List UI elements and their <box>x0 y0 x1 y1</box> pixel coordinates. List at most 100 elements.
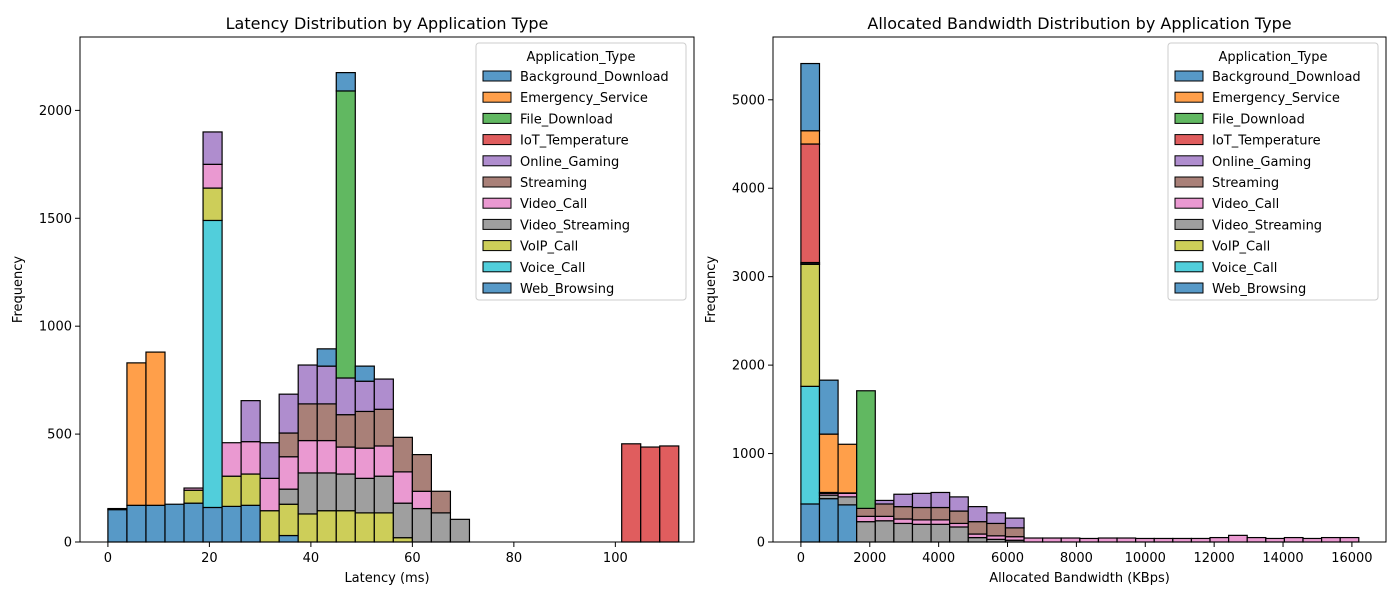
histogram-bar <box>297 439 318 474</box>
histogram-bar <box>259 442 280 479</box>
histogram-bar <box>240 504 261 543</box>
histogram-bar <box>1321 536 1341 543</box>
y-tick-label: 0 <box>64 536 72 551</box>
y-tick-label: 5000 <box>732 93 765 108</box>
histogram-bar <box>297 403 318 442</box>
legend-swatch <box>482 112 512 124</box>
histogram-bar <box>240 441 261 475</box>
histogram-bar <box>800 143 821 264</box>
axes-frame <box>772 36 1387 543</box>
histogram-bar <box>335 90 356 379</box>
legend-swatch <box>1174 176 1204 188</box>
histogram-bars <box>107 72 680 543</box>
histogram-bar <box>800 503 821 543</box>
histogram-bar <box>893 518 914 525</box>
histogram-bar <box>967 536 988 543</box>
x-tick-label: 8000 <box>1060 551 1093 566</box>
y-tick-label: 2000 <box>732 359 765 374</box>
x-tick-label: 14000 <box>1262 551 1303 566</box>
histogram-bar <box>930 506 951 521</box>
histogram-bars <box>800 62 1360 543</box>
histogram-bar <box>800 130 821 145</box>
histogram-bar <box>221 505 242 543</box>
x-tick-label: 16000 <box>1331 551 1372 566</box>
histogram-bar <box>392 502 413 539</box>
histogram-bar <box>373 408 394 447</box>
legend-label: Background_Download <box>1212 70 1361 85</box>
histogram-bar <box>316 348 337 367</box>
legend-swatch <box>482 240 512 252</box>
histogram-bar <box>967 521 988 535</box>
histogram-bar <box>911 519 932 525</box>
histogram-bar <box>1135 537 1155 543</box>
histogram-bar <box>893 522 914 543</box>
legend-label: Web_Browsing <box>1212 282 1306 297</box>
histogram-bar <box>1265 537 1286 543</box>
histogram-bar <box>373 378 394 410</box>
histogram-bar <box>1097 537 1118 543</box>
histogram-bar <box>930 523 951 543</box>
histogram-bar <box>1339 536 1360 543</box>
legend-label: VoIP_Call <box>520 240 578 255</box>
histogram-bar <box>837 496 858 506</box>
bandwidth-histogram-panel: Allocated Bandwidth Distribution by Appl… <box>704 14 1387 586</box>
legend-label: Online_Gaming <box>1212 155 1311 170</box>
x-axis-label: Latency (ms) <box>344 571 429 586</box>
histogram-bar <box>930 491 951 509</box>
histogram-bar <box>278 393 299 434</box>
histogram-bar <box>1190 537 1211 543</box>
histogram-bar <box>392 471 413 504</box>
histogram-bar <box>259 477 280 512</box>
histogram-bar <box>183 489 204 504</box>
histogram-bar <box>430 490 452 514</box>
histogram-bar <box>259 510 280 543</box>
histogram-bar <box>316 439 337 474</box>
legend-swatch <box>482 176 512 188</box>
legend-label: Emergency_Service <box>520 91 648 106</box>
histogram-bar <box>278 456 299 490</box>
y-tick-label: 1000 <box>39 320 72 335</box>
histogram-bar <box>1079 537 1100 543</box>
legend-label: IoT_Temperature <box>520 134 629 149</box>
y-tick-label: 0 <box>757 536 765 551</box>
histogram-bar <box>145 504 166 543</box>
legend-label: Streaming <box>1212 176 1279 191</box>
histogram-bar <box>107 509 128 543</box>
histogram-bar <box>856 521 876 543</box>
x-tick-label: 2000 <box>853 551 886 566</box>
legend-swatch <box>1174 91 1204 103</box>
histogram-bar <box>354 512 375 543</box>
histogram-bar <box>373 475 394 514</box>
histogram-bar <box>800 385 821 505</box>
histogram-bar <box>202 163 223 189</box>
histogram-bar <box>1153 537 1174 543</box>
histogram-bar <box>240 400 261 443</box>
histogram-bar <box>449 518 471 543</box>
legend-swatch <box>1174 261 1204 273</box>
histogram-bar <box>335 72 356 92</box>
chart-title: Allocated Bandwidth Distribution by Appl… <box>867 14 1291 33</box>
histogram-bar <box>1023 537 1044 543</box>
legend-title: Application_Type <box>1219 50 1328 65</box>
histogram-bar <box>354 410 375 449</box>
histogram-bar <box>392 537 413 543</box>
histogram-bar <box>837 504 858 543</box>
histogram-bar <box>221 442 242 477</box>
histogram-bar <box>874 499 895 505</box>
histogram-bar <box>164 503 185 543</box>
histogram-bar <box>278 488 299 505</box>
histogram-bar <box>354 447 375 479</box>
legend-swatch <box>1174 112 1204 124</box>
legend-label: File_Download <box>1212 112 1305 127</box>
histogram-bar <box>297 513 318 543</box>
y-tick-label: 2000 <box>39 104 72 119</box>
histogram-bar <box>278 534 299 543</box>
histogram-bar <box>967 506 988 523</box>
x-tick-label: 4000 <box>922 551 955 566</box>
legend-label: Streaming <box>520 176 587 191</box>
histogram-bar <box>126 362 147 506</box>
x-tick-label: 10000 <box>1125 551 1166 566</box>
legend-label: Voice_Call <box>1212 261 1277 276</box>
histogram-bar <box>411 507 433 543</box>
histogram-bar <box>316 472 337 512</box>
